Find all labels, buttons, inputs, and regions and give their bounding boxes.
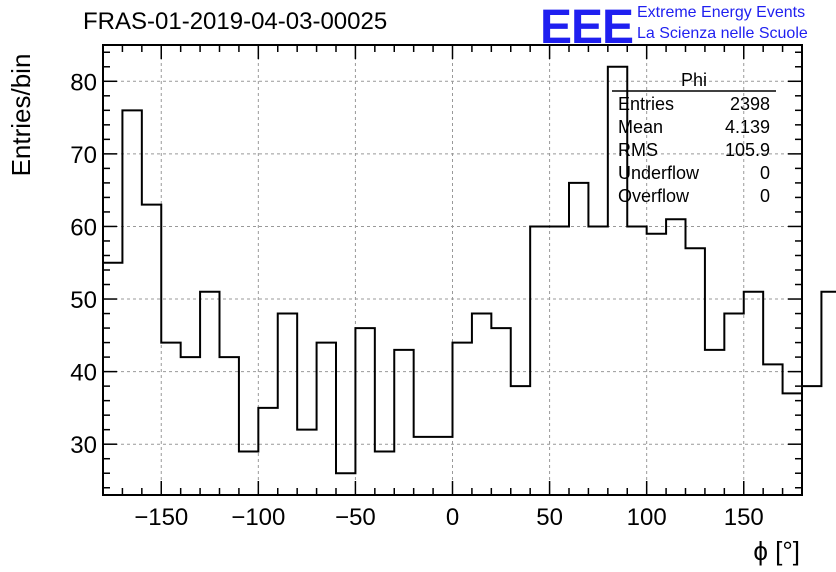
stat-value-entries: 2398 <box>730 94 770 114</box>
stat-label-underflow: Underflow <box>618 163 700 183</box>
y-tick-label: 30 <box>70 432 97 459</box>
y-axis-title: Entries/bin <box>6 54 36 177</box>
stat-label-entries: Entries <box>618 94 674 114</box>
stat-value-rms: 105.9 <box>725 140 770 160</box>
stat-label-rms: RMS <box>618 140 658 160</box>
stat-value-underflow: 0 <box>760 163 770 183</box>
y-tick-label: 70 <box>70 142 97 169</box>
histogram-step-line <box>103 65 836 475</box>
stat-label-mean: Mean <box>618 117 663 137</box>
axis-ticks <box>102 45 803 495</box>
y-tick-label: 80 <box>70 69 97 96</box>
x-tick-label: 150 <box>724 504 764 531</box>
y-tick-label: 40 <box>70 360 97 387</box>
x-tick-label: 50 <box>536 504 563 531</box>
y-tick-label: 50 <box>70 287 97 314</box>
x-tick-label: 100 <box>627 504 667 531</box>
stat-value-overflow: 0 <box>760 186 770 206</box>
stats-box-name: Phi <box>681 70 707 90</box>
chart-title: FRAS-01-2019-04-03-00025 <box>83 8 388 35</box>
x-tick-label: −50 <box>335 504 376 531</box>
stat-value-mean: 4.139 <box>725 117 770 137</box>
logo-subtitle-2: La Scienza nelle Scuole <box>637 25 808 42</box>
x-tick-label: 0 <box>446 504 459 531</box>
y-tick-label: 60 <box>70 214 97 241</box>
logo-subtitle-1: Extreme Energy Events <box>637 4 806 21</box>
stat-label-overflow: Overflow <box>618 186 690 206</box>
x-tick-label: −100 <box>231 504 285 531</box>
x-tick-label: −150 <box>134 504 188 531</box>
stats-box: Phi Entries 2398 Mean 4.139 RMS 105.9 Un… <box>612 70 776 206</box>
x-axis-title: ϕ [°] <box>753 536 800 566</box>
